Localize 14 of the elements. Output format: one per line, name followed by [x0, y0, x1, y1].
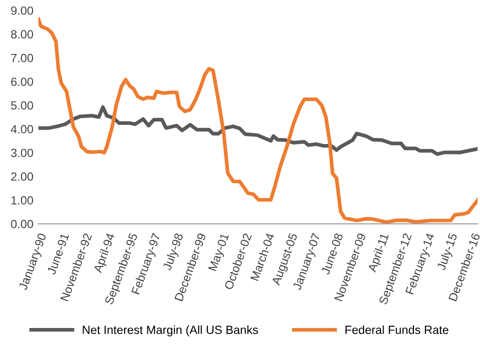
line-series — [38, 105, 478, 156]
y-tick-label: 5.00 — [11, 101, 34, 110]
y-tick-label: 9.00 — [11, 6, 34, 15]
y-tick-label: 0.00 — [11, 220, 34, 228]
legend-label: Federal Funds Rate — [346, 325, 448, 334]
legend-label: Net Interest Margin (All US Banks — [82, 325, 258, 336]
y-tick-label: 1.00 — [11, 196, 34, 204]
y-tick-label: 8.00 — [11, 30, 34, 39]
y-tick-label: 3.00 — [11, 148, 34, 158]
y-tick-label: 4.00 — [10, 125, 34, 134]
y-tick-label: 2.00 — [11, 172, 34, 181]
y-tick-label: 6.00 — [11, 78, 34, 86]
y-tick-label: 7.00 — [11, 54, 34, 62]
line-series — [38, 17, 478, 224]
